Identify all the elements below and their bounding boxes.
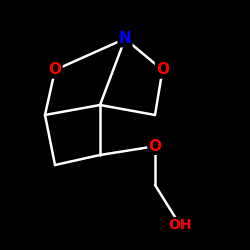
Text: O: O [156,62,169,78]
Text: O: O [48,62,62,78]
Text: N: N [119,31,132,46]
Text: OH: OH [168,218,192,232]
Text: O: O [148,139,162,154]
